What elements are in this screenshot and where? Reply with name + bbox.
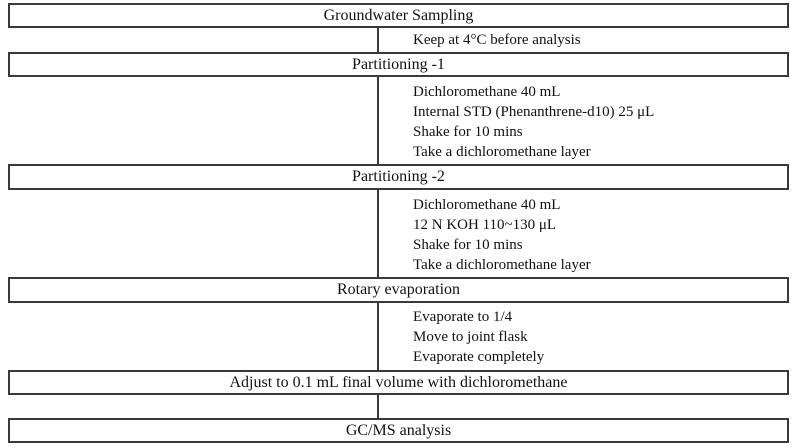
annotation-partitioning-2-steps: Dichloromethane 40 mL 12 N KOH 110~130 μ… (413, 195, 591, 275)
annotation-line: Keep at 4°C before analysis (413, 32, 581, 48)
step-box-groundwater-sampling: Groundwater Sampling (8, 3, 789, 28)
annotation-evaporation-steps: Evaporate to 1/4 Move to joint flask Eva… (413, 307, 544, 367)
connector-line (377, 395, 379, 418)
step-box-gcms-analysis: GC/MS analysis (8, 418, 789, 443)
annotation-line: Shake for 10 mins (413, 237, 523, 253)
step-box-adjust-final-volume: Adjust to 0.1 mL final volume with dichl… (8, 370, 789, 395)
annotation-line: Evaporate to 1/4 (413, 309, 513, 325)
annotation-line: Evaporate completely (413, 349, 545, 365)
annotation-line: Take a dichloromethane layer (413, 144, 591, 160)
step-label: Rotary evaporation (336, 281, 461, 298)
step-box-partitioning-1: Partitioning -1 (8, 52, 789, 77)
annotation-line: Shake for 10 mins (413, 124, 523, 140)
annotation-line: Dichloromethane 40 mL (413, 84, 561, 100)
connector-line (377, 303, 379, 370)
step-label: Partitioning -1 (352, 55, 445, 73)
annotation-line: Dichloromethane 40 mL (413, 197, 561, 213)
step-box-partitioning-2: Partitioning -2 (8, 164, 789, 190)
connector-line (377, 28, 379, 52)
step-label: Adjust to 0.1 mL final volume with dichl… (229, 373, 568, 391)
annotation-line: Move to joint flask (413, 329, 528, 345)
annotation-partitioning-1-steps: Dichloromethane 40 mL Internal STD (Phen… (413, 82, 654, 162)
step-label: Partitioning -2 (352, 168, 445, 185)
annotation-line: Take a dichloromethane layer (413, 257, 591, 273)
annotation-line: 12 N KOH 110~130 μL (413, 217, 557, 233)
connector-line (377, 77, 379, 164)
step-label: GC/MS analysis (345, 421, 452, 439)
annotation-keep-cold: Keep at 4°C before analysis (413, 30, 581, 50)
annotation-line: Internal STD (Phenanthrene-d10) 25 μL (413, 104, 655, 120)
step-label: Groundwater Sampling (323, 6, 474, 24)
connector-line (377, 190, 379, 277)
step-box-rotary-evaporation: Rotary evaporation (8, 277, 789, 303)
